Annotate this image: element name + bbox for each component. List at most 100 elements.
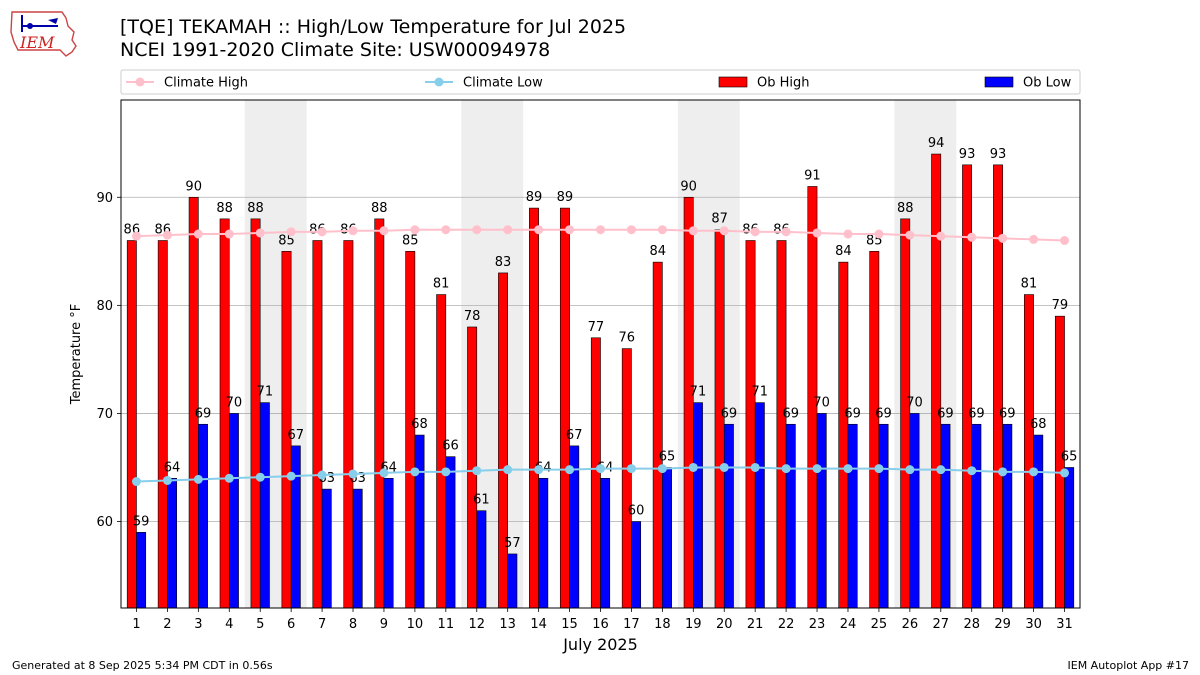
ob-low-bar-13	[507, 553, 518, 609]
ob-low-bar-24	[847, 423, 858, 609]
ob-low-label-19: 71	[690, 385, 707, 400]
legend-ob-high-label: Ob High	[757, 76, 810, 91]
ob-high-label-31: 79	[1052, 298, 1069, 313]
ob-low-bar-31	[1064, 467, 1075, 609]
ob-low-bar-10	[414, 434, 425, 609]
ob-low-bar-20	[723, 423, 734, 609]
ob-high-bar-14	[529, 207, 539, 609]
y-tick-label-90: 90	[96, 191, 113, 206]
climate-low-point-1	[131, 477, 141, 487]
ob-low-label-25: 69	[875, 406, 892, 421]
climate-low-point-24	[843, 464, 853, 474]
x-tick-label-15: 15	[561, 617, 578, 632]
ob-high-label-9: 88	[371, 201, 388, 216]
ob-low-bar-11	[445, 456, 456, 609]
ob-low-bar-14	[538, 477, 549, 609]
climate-high-point-26	[905, 230, 915, 240]
ob-low-bar-7	[321, 488, 332, 609]
ob-low-bar-16	[600, 477, 611, 609]
ob-low-label-20: 69	[721, 406, 738, 421]
climate-high-point-30	[1029, 234, 1039, 244]
ob-low-label-11: 66	[442, 439, 459, 454]
ob-high-label-18: 84	[649, 244, 666, 259]
ob-low-bar-25	[878, 423, 889, 609]
ob-high-bar-5	[250, 218, 261, 609]
x-tick-label-27: 27	[933, 617, 950, 632]
climate-low-point-14	[534, 465, 544, 475]
x-tick-label-19: 19	[685, 617, 702, 632]
ob-high-bar-24	[838, 261, 849, 609]
climate-low-point-16	[596, 464, 605, 474]
ob-high-label-24: 84	[835, 244, 852, 259]
climate-low-point-25	[874, 464, 884, 474]
climate-high-point-19	[688, 226, 698, 236]
x-tick-label-20: 20	[716, 617, 733, 632]
ob-low-label-2: 64	[164, 460, 181, 475]
climate-low-point-9	[379, 468, 389, 478]
ob-high-label-30: 81	[1021, 277, 1038, 292]
ob-high-label-6: 85	[278, 233, 295, 248]
x-tick-label-16: 16	[592, 617, 609, 632]
x-tick-label-2: 2	[163, 617, 171, 632]
ob-low-label-23: 70	[813, 395, 830, 410]
ob-low-bar-30	[1033, 434, 1044, 609]
ob-low-label-10: 68	[411, 417, 428, 432]
x-tick-label-8: 8	[349, 617, 357, 632]
legend-climate-high-label: Climate High	[164, 76, 248, 91]
climate-low-point-11	[441, 467, 451, 477]
chart-subtitle: NCEI 1991-2020 Climate Site: USW00094978	[120, 39, 551, 61]
ob-low-bar-23	[816, 413, 827, 609]
logo-text: IEM	[19, 33, 55, 52]
climate-low-point-21	[750, 462, 760, 472]
ob-high-label-20: 87	[711, 212, 728, 227]
ob-high-bar-18	[652, 261, 663, 609]
iem-logo: IEM	[10, 11, 77, 57]
ob-low-bar-12	[476, 510, 487, 609]
climate-low-point-30	[1029, 467, 1039, 477]
ob-high-label-4: 88	[216, 201, 233, 216]
ob-low-label-13: 57	[504, 536, 521, 551]
ob-low-bar-27	[940, 423, 951, 609]
x-tick-label-3: 3	[194, 617, 202, 632]
ob-low-label-6: 67	[288, 428, 305, 443]
climate-high-point-24	[843, 229, 853, 239]
climate-low-point-23	[812, 464, 822, 474]
climate-low-point-26	[905, 465, 915, 475]
ob-low-label-1: 59	[133, 514, 150, 529]
x-tick-label-26: 26	[902, 617, 919, 632]
ob-high-label-23: 91	[804, 168, 821, 183]
climate-low-point-31	[1060, 468, 1070, 478]
climate-low-point-27	[936, 465, 946, 475]
climate-high-point-17	[626, 225, 636, 235]
ob-high-bar-30	[1024, 294, 1034, 609]
ob-high-label-5: 88	[247, 201, 264, 216]
climate-high-point-25	[874, 229, 884, 239]
ob-high-bar-1	[126, 240, 137, 609]
x-tick-label-29: 29	[994, 617, 1011, 632]
ob-high-label-3: 90	[185, 179, 202, 194]
ob-low-label-30: 68	[1030, 417, 1047, 432]
ob-low-label-24: 69	[844, 406, 861, 421]
climate-high-point-29	[998, 233, 1008, 243]
x-tick-label-21: 21	[747, 617, 764, 632]
ob-high-label-12: 78	[464, 309, 481, 324]
ob-low-label-12: 61	[473, 493, 490, 508]
ob-low-bar-28	[971, 423, 982, 609]
climate-low-point-4	[224, 473, 234, 483]
legend-ob-high-swatch	[718, 76, 748, 88]
climate-high-point-31	[1060, 236, 1070, 246]
ob-high-bar-28	[962, 164, 973, 609]
climate-low-point-19	[688, 462, 698, 472]
climate-high-point-15	[565, 225, 575, 235]
y-tick-label-70: 70	[96, 407, 113, 422]
climate-high-point-5	[255, 228, 265, 238]
climate-low-point-18	[657, 464, 667, 474]
x-tick-label-25: 25	[871, 617, 888, 632]
ob-high-bar-21	[745, 240, 756, 609]
ob-high-label-17: 76	[619, 331, 636, 346]
ob-high-label-29: 93	[990, 147, 1007, 162]
x-tick-label-13: 13	[499, 617, 516, 632]
chart-title: [TQE] TEKAMAH :: High/Low Temperature fo…	[120, 16, 627, 38]
ob-low-bar-9	[383, 477, 394, 609]
climate-high-point-13	[503, 225, 513, 235]
